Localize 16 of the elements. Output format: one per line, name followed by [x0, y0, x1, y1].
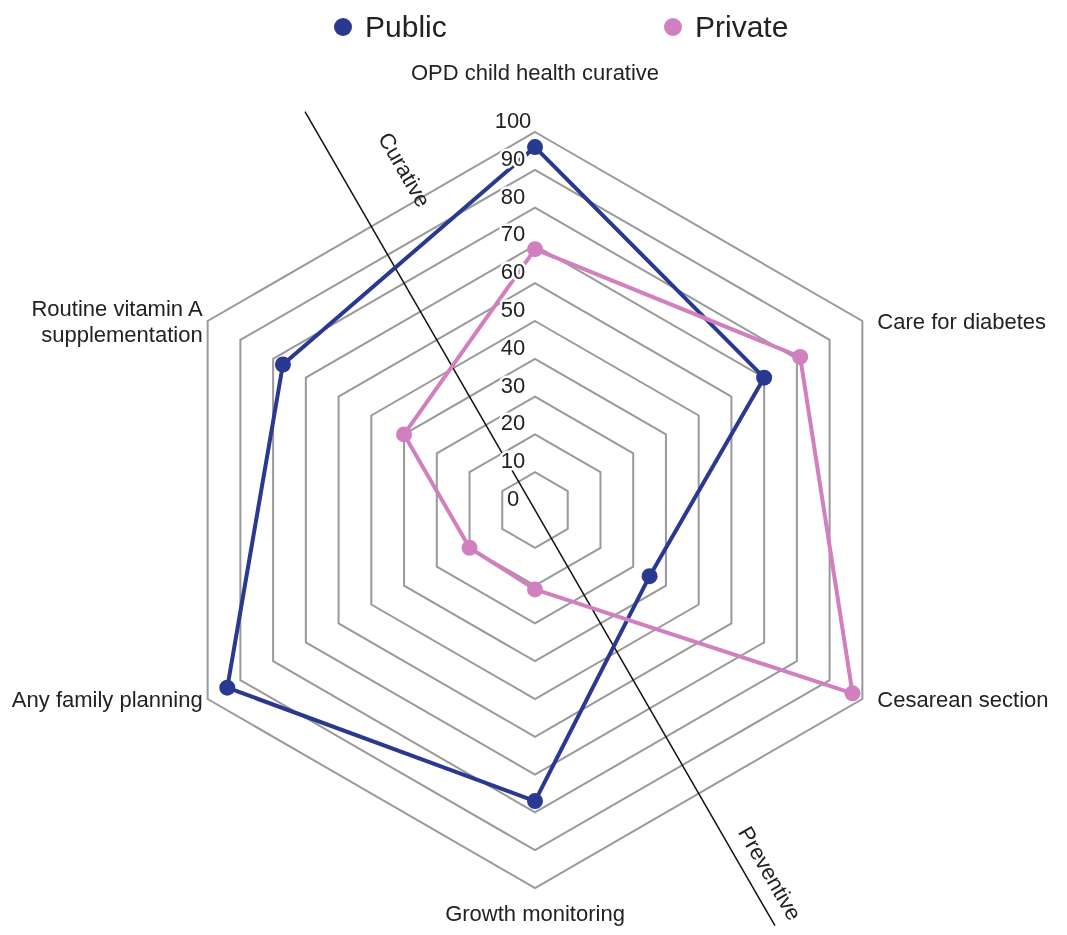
spoke-label: Routine vitamin A supplementation — [31, 296, 203, 347]
spoke-label: Cesarean section — [877, 687, 1049, 712]
spoke-label: Growth monitoring — [445, 901, 625, 926]
legend-label: Private — [695, 10, 789, 43]
y-tick-label: 30 — [500, 372, 526, 398]
spoke-label: Any family planning — [11, 687, 203, 712]
y-tick-label: 40 — [500, 334, 526, 360]
y-tick-label: 70 — [500, 221, 526, 247]
y-tick-label: 50 — [500, 297, 526, 322]
y-tick-label: 20 — [500, 410, 526, 436]
y-tick-label: 100 — [494, 108, 532, 133]
spoke-label: Care for diabetes — [877, 309, 1047, 334]
spoke-label: OPD child health curative — [410, 60, 660, 85]
legend-label: Public — [365, 10, 447, 43]
y-tick-label: 0 — [506, 486, 520, 511]
y-tick-label: 80 — [500, 183, 526, 209]
